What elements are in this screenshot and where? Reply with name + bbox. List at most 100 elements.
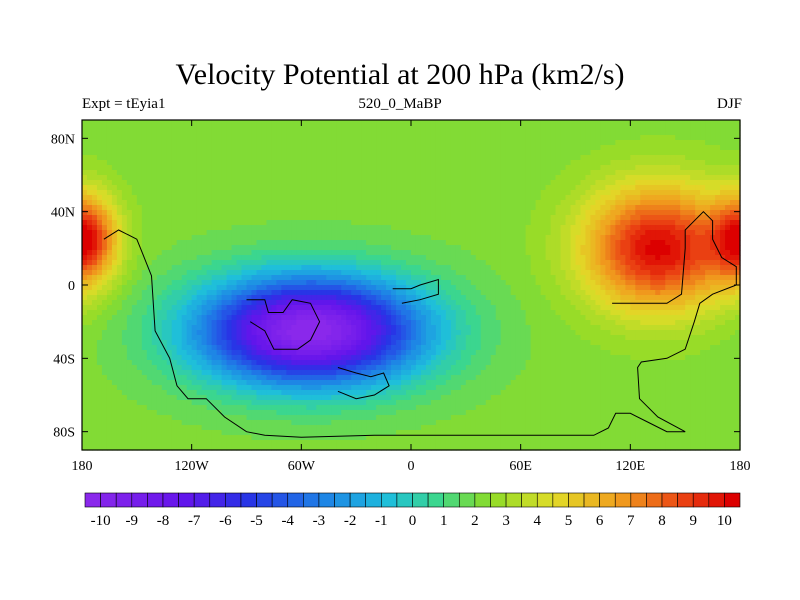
heat-cell bbox=[241, 205, 248, 211]
heat-cell bbox=[530, 265, 537, 271]
heat-cell bbox=[470, 255, 477, 261]
heat-cell bbox=[326, 230, 332, 236]
heat-cell bbox=[241, 215, 248, 221]
heat-cell bbox=[535, 285, 542, 291]
heat-cell bbox=[445, 195, 452, 201]
heat-cell bbox=[450, 230, 457, 236]
heat-cell bbox=[271, 240, 277, 246]
heat-cell bbox=[675, 125, 681, 131]
heat-cell bbox=[675, 270, 681, 276]
heat-cell bbox=[271, 190, 277, 196]
heat-cell bbox=[236, 180, 243, 186]
heat-cell bbox=[186, 255, 193, 261]
heat-cell bbox=[406, 185, 412, 191]
heat-cell bbox=[396, 210, 402, 216]
heat-cell bbox=[665, 165, 671, 171]
heat-cell bbox=[605, 300, 611, 306]
heat-cell bbox=[391, 265, 397, 271]
heat-cell bbox=[630, 130, 636, 136]
heat-cell bbox=[530, 130, 537, 136]
heat-cell bbox=[440, 210, 447, 216]
heat-cell bbox=[216, 275, 223, 281]
heat-cell bbox=[555, 230, 562, 236]
heat-cell bbox=[560, 285, 567, 291]
heat-cell bbox=[386, 185, 392, 191]
heat-cell bbox=[91, 250, 98, 256]
heat-cell bbox=[615, 235, 621, 241]
heat-cell bbox=[720, 135, 726, 141]
heat-cell bbox=[311, 290, 317, 296]
heat-cell bbox=[530, 160, 537, 166]
heat-cell bbox=[620, 295, 626, 301]
heat-cell bbox=[435, 175, 442, 181]
heat-cell bbox=[640, 295, 646, 301]
heat-cell bbox=[590, 195, 597, 201]
heat-cell bbox=[720, 270, 726, 276]
heat-cell bbox=[415, 265, 422, 271]
heat-cell bbox=[91, 280, 98, 286]
heat-cell bbox=[211, 300, 218, 306]
heat-cell bbox=[565, 225, 572, 231]
heat-cell bbox=[211, 135, 218, 141]
heat-cell bbox=[291, 290, 297, 296]
heat-cell bbox=[630, 170, 636, 176]
heat-cell bbox=[131, 135, 138, 141]
heat-cell bbox=[485, 255, 492, 261]
heat-cell bbox=[261, 130, 268, 136]
heat-cell bbox=[435, 255, 442, 261]
heat-cell bbox=[565, 120, 572, 126]
heat-cell bbox=[246, 185, 253, 191]
heat-cell bbox=[600, 175, 606, 181]
heat-cell bbox=[595, 210, 602, 216]
heat-cell bbox=[121, 205, 128, 211]
heat-cell bbox=[151, 180, 158, 186]
heat-cell bbox=[391, 230, 397, 236]
heat-cell bbox=[505, 135, 512, 141]
heat-cell bbox=[101, 195, 108, 201]
heat-cell bbox=[121, 160, 128, 166]
heat-cell bbox=[695, 140, 701, 146]
heat-cell bbox=[286, 190, 292, 196]
heat-cell bbox=[475, 285, 482, 291]
heat-cell bbox=[615, 200, 621, 206]
heat-cell bbox=[371, 270, 377, 276]
heat-cell bbox=[455, 215, 462, 221]
heat-cell bbox=[201, 120, 208, 126]
heat-cell bbox=[430, 290, 437, 296]
heat-cell bbox=[630, 295, 636, 301]
heat-cell bbox=[725, 265, 731, 271]
heat-cell bbox=[470, 190, 477, 196]
heat-cell bbox=[475, 305, 482, 311]
heat-cell bbox=[121, 210, 128, 216]
heat-cell bbox=[445, 300, 452, 306]
heat-cell bbox=[470, 165, 477, 171]
heat-cell bbox=[266, 195, 273, 201]
heat-cell bbox=[101, 270, 108, 276]
heat-cell bbox=[381, 195, 387, 201]
heat-cell bbox=[156, 260, 163, 266]
heat-cell bbox=[171, 160, 178, 166]
heat-cell bbox=[655, 295, 661, 301]
heat-cell bbox=[645, 145, 651, 151]
heat-cell bbox=[415, 160, 422, 166]
heat-cell bbox=[221, 190, 228, 196]
heat-cell bbox=[271, 160, 277, 166]
heat-cell bbox=[660, 265, 666, 271]
heat-cell bbox=[670, 200, 676, 206]
heat-cell bbox=[625, 235, 631, 241]
heat-cell bbox=[336, 150, 342, 156]
heat-cell bbox=[435, 140, 442, 146]
heat-cell bbox=[500, 160, 507, 166]
heat-cell bbox=[221, 285, 228, 291]
heat-cell bbox=[540, 295, 547, 301]
heat-cell bbox=[630, 185, 636, 191]
heat-cell bbox=[216, 300, 223, 306]
heat-cell bbox=[166, 275, 173, 281]
heat-cell bbox=[201, 255, 208, 261]
heat-cell bbox=[176, 295, 183, 301]
heat-cell bbox=[341, 185, 347, 191]
heat-cell bbox=[440, 130, 447, 136]
heat-cell bbox=[396, 180, 402, 186]
heat-cell bbox=[470, 235, 477, 241]
heat-cell bbox=[420, 235, 427, 241]
